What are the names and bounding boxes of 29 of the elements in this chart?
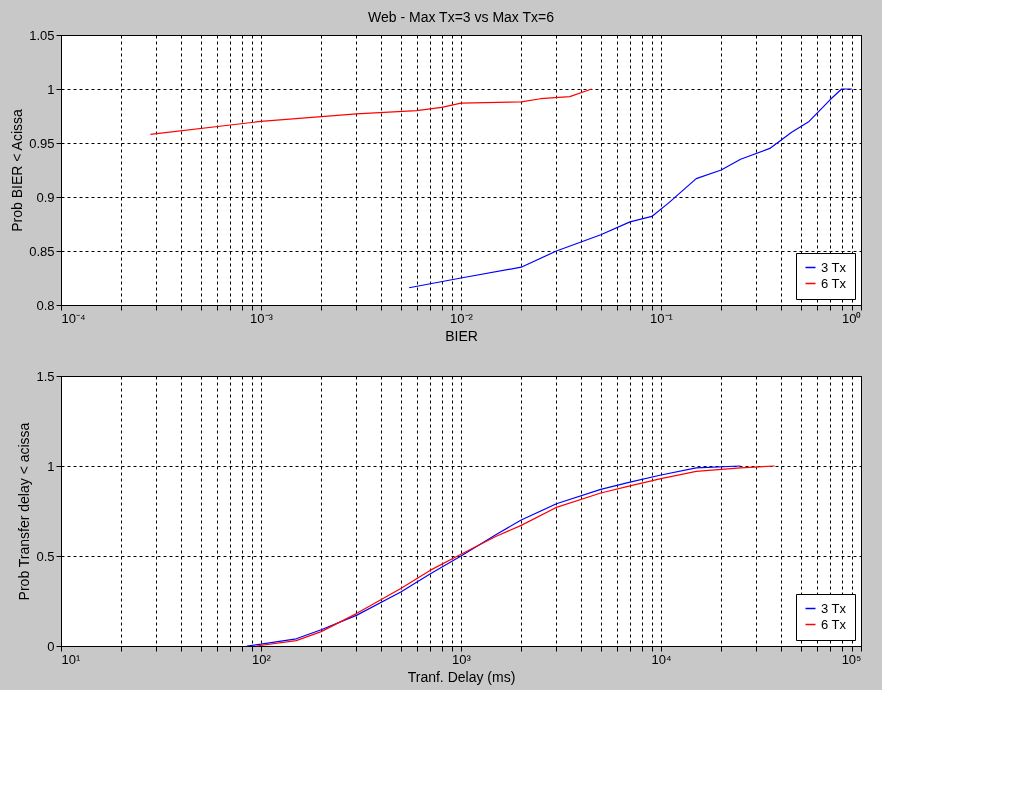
y-tick-label: 0.95 — [29, 135, 55, 151]
x-tick-label: 10⁻² — [450, 310, 474, 326]
legend-label: 6 Tx — [821, 616, 847, 632]
x-axis-title: Tranf. Delay (ms) — [407, 668, 516, 685]
legend-label: 6 Tx — [821, 275, 847, 291]
chart-title: Web - Max Tx=3 vs Max Tx=6 — [368, 9, 555, 25]
x-axis-title: BIER — [445, 327, 478, 344]
y-tick-label: 1 — [47, 81, 55, 97]
y-tick-label: 1 — [47, 458, 55, 474]
legend-label: 3 Tx — [821, 259, 847, 275]
y-tick-label: 0 — [47, 638, 55, 654]
x-tick-label: 10⁻³ — [250, 310, 274, 326]
y-tick-label: 0.85 — [29, 243, 55, 259]
legend-label: 3 Tx — [821, 600, 847, 616]
x-tick-label: 10⁵ — [841, 651, 862, 667]
y-axis-title: Prob Transfer delay < acissa — [16, 422, 33, 601]
y-tick-label: 1.05 — [29, 27, 55, 43]
y-axis-title: Prob BIER < Acissa — [9, 109, 26, 232]
x-tick-label: 10⁻¹ — [650, 310, 674, 326]
x-tick-label: 10¹ — [61, 651, 81, 667]
x-tick-label: 10³ — [452, 651, 472, 667]
y-tick-label: 1.5 — [36, 368, 55, 384]
y-tick-label: 0.9 — [36, 189, 55, 205]
x-tick-label: 10² — [252, 651, 272, 667]
y-tick-label: 0.8 — [36, 297, 55, 313]
x-tick-label: 10⁻⁴ — [61, 310, 86, 326]
x-tick-label: 10⁴ — [651, 651, 672, 667]
x-tick-label: 10⁰ — [842, 310, 862, 326]
y-tick-label: 0.5 — [36, 548, 55, 564]
